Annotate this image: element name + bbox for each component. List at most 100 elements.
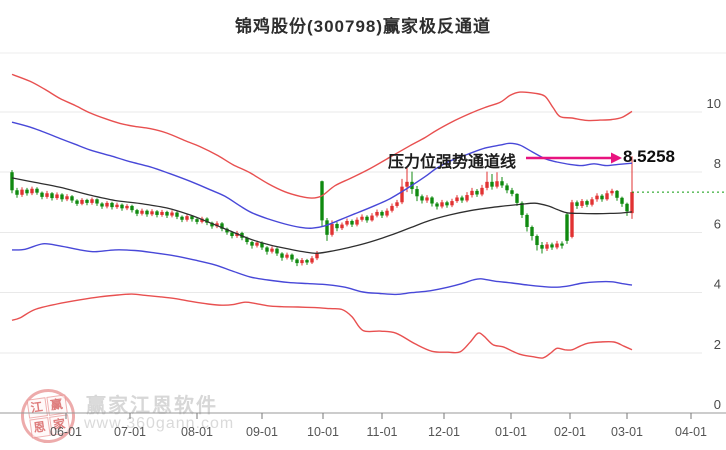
candle-body (350, 220, 354, 225)
candle-body (270, 248, 274, 252)
candle-body (35, 188, 39, 193)
candle-body (180, 216, 184, 220)
candle-body (465, 195, 469, 201)
candle-body (490, 181, 494, 187)
candle-body (255, 242, 259, 246)
y-tick-label: 6 (714, 216, 721, 231)
candle-body (440, 202, 444, 207)
candle-body (305, 260, 309, 263)
candle-body (75, 200, 79, 204)
candle-body (330, 223, 334, 235)
x-tick-label: 11-01 (366, 425, 397, 439)
candle-body (175, 212, 179, 217)
candle-body (475, 190, 479, 195)
pressure-level-annotation-label: 压力位强势通道线 (388, 154, 517, 171)
candle-body (150, 211, 154, 215)
y-tick-label: 10 (707, 96, 721, 111)
candle-body (185, 216, 189, 220)
candle-body (620, 197, 624, 204)
page-title: 锦鸡股份(300798)赢家极反通道 (234, 17, 492, 36)
candle-body (610, 190, 614, 194)
candle-body (545, 244, 549, 249)
candle-body (45, 193, 49, 197)
candle-body (10, 172, 14, 191)
candle-body (220, 223, 224, 229)
candle-body (190, 216, 194, 220)
candle-body (280, 253, 284, 258)
candle-body (405, 181, 409, 187)
x-tick-label: 08-01 (181, 425, 213, 439)
candle-body (560, 243, 564, 246)
candle-body (120, 204, 124, 209)
candle-body (530, 226, 534, 237)
candle-body (540, 245, 544, 249)
candle-body (495, 181, 499, 187)
candle-body (535, 236, 539, 246)
candle-body (85, 199, 89, 203)
candle-body (320, 181, 324, 221)
candle-body (55, 194, 59, 199)
y-tick-label: 0 (714, 397, 721, 412)
candle-body (65, 196, 69, 200)
candle-body (110, 202, 114, 208)
candle-body (600, 195, 604, 200)
candle-body (380, 211, 384, 216)
candle-body (370, 215, 374, 221)
candle-body (615, 190, 619, 198)
channel-line-lower-extreme-red (11, 293, 633, 359)
candle-body (250, 242, 254, 246)
candle-body (325, 220, 329, 235)
x-tick-label: 01-01 (495, 425, 527, 439)
y-tick-label: 4 (714, 277, 721, 292)
candle-body (345, 220, 349, 225)
candle-body (395, 202, 399, 206)
candle-body (470, 190, 474, 196)
candle-body (300, 260, 304, 264)
candle-body (140, 210, 144, 214)
candle-body (295, 259, 299, 264)
candle-body (415, 189, 419, 197)
candle-body (505, 185, 509, 191)
channel-line-upper-extreme-red (11, 73, 633, 199)
x-tick-label: 12-01 (428, 425, 460, 439)
candle-body (480, 187, 484, 195)
x-tick-label: 03-01 (611, 425, 643, 439)
candle-body (115, 204, 119, 208)
candle-body (135, 210, 139, 214)
x-tick-label: 06-01 (50, 425, 82, 439)
y-axis-labels: 10 8 6 4 2 0 (707, 96, 721, 412)
grid-lines (0, 111, 702, 354)
candle-body (260, 242, 264, 248)
candle-body (390, 205, 394, 211)
candle-body (165, 211, 169, 216)
candle-body (310, 258, 314, 263)
candle-body (485, 181, 489, 188)
candle-body (95, 199, 99, 204)
candle-body (50, 193, 54, 199)
candle-body (520, 202, 524, 215)
candle-body (630, 192, 634, 214)
candle-body (555, 243, 559, 248)
candle-body (125, 205, 129, 209)
candle-body (575, 202, 579, 206)
candle-body (435, 203, 439, 207)
candle-body (525, 214, 529, 227)
candle-body (430, 197, 434, 204)
candle-body (570, 202, 574, 237)
candle-body (160, 211, 164, 215)
candle-body (60, 194, 64, 200)
candle-body (245, 237, 249, 243)
candle-body (425, 197, 429, 201)
y-tick-label: 2 (714, 337, 721, 352)
candle-body (225, 228, 229, 233)
candle-body (550, 244, 554, 248)
candle-body (80, 199, 84, 204)
candle-body (205, 218, 209, 223)
candle-body (40, 192, 44, 197)
candle-body (355, 219, 359, 225)
candle-body (195, 219, 199, 222)
candle-body (315, 253, 319, 259)
